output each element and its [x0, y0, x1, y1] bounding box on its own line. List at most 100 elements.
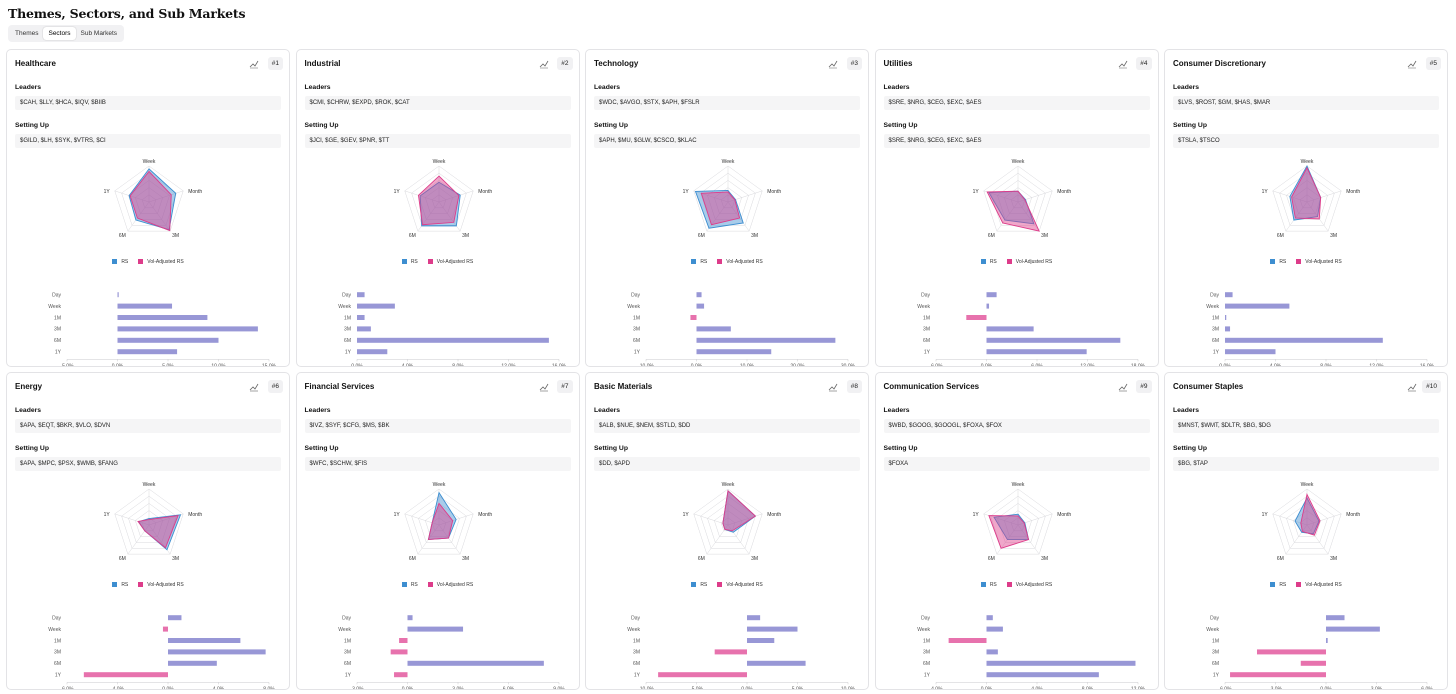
- radar-grid-ring: [417, 503, 460, 543]
- legend-vol-adjusted-rs[interactable]: Vol-Adjusted RS: [1006, 259, 1052, 265]
- bar-day[interactable]: [1326, 615, 1345, 621]
- bar-1y[interactable]: [1225, 349, 1276, 355]
- chart-legend: RS Vol-Adjusted RS: [1165, 259, 1447, 265]
- bar-day[interactable]: [168, 615, 182, 621]
- bar-1m[interactable]: [747, 638, 775, 643]
- bar-1y[interactable]: [986, 672, 1099, 678]
- bar-1y[interactable]: [356, 349, 387, 355]
- bar-1m[interactable]: [1326, 638, 1328, 643]
- tab-themes[interactable]: Themes: [15, 30, 39, 37]
- bar-1m[interactable]: [168, 638, 241, 643]
- bar-week[interactable]: [162, 626, 168, 632]
- legend-vol-adjusted-rs[interactable]: Vol-Adjusted RS: [1296, 582, 1342, 588]
- legend-rs[interactable]: RS: [401, 582, 418, 588]
- bar-day[interactable]: [747, 615, 761, 621]
- bar-1m[interactable]: [356, 315, 365, 320]
- bar-6m[interactable]: [168, 660, 217, 666]
- bar-3m[interactable]: [986, 326, 1034, 332]
- legend-vol-adjusted-rs[interactable]: Vol-Adjusted RS: [138, 582, 184, 588]
- bar-1m[interactable]: [398, 638, 407, 643]
- bar-3m[interactable]: [390, 649, 407, 655]
- bar-1m[interactable]: [117, 315, 208, 320]
- bar-day[interactable]: [407, 615, 413, 621]
- bar-1y[interactable]: [696, 349, 772, 355]
- bar-1m[interactable]: [965, 315, 986, 320]
- bar-6m[interactable]: [117, 337, 219, 343]
- bar-1m[interactable]: [948, 638, 986, 643]
- bar-6m[interactable]: [986, 337, 1120, 343]
- legend-vol-label: Vol-Adjusted RS: [1015, 582, 1053, 588]
- legend-rs[interactable]: RS: [980, 582, 997, 588]
- bar-day[interactable]: [117, 292, 119, 298]
- chart-icon[interactable]: [1116, 57, 1130, 71]
- bar-1y[interactable]: [393, 672, 407, 678]
- bar-6m[interactable]: [1225, 337, 1383, 343]
- bar-3m[interactable]: [986, 649, 998, 655]
- bar-1y[interactable]: [83, 672, 168, 678]
- bar-week[interactable]: [986, 626, 1003, 632]
- bar-3m[interactable]: [356, 326, 371, 332]
- bar-6m[interactable]: [356, 337, 549, 343]
- chart-icon[interactable]: [826, 380, 840, 394]
- bar-6m[interactable]: [407, 660, 544, 666]
- bar-week[interactable]: [356, 303, 395, 309]
- bar-3m[interactable]: [168, 649, 266, 655]
- legend-rs[interactable]: RS: [1270, 259, 1286, 265]
- radar-grid-ring: [700, 495, 756, 549]
- tab-sectors[interactable]: Sectors: [43, 27, 76, 40]
- bar-day[interactable]: [986, 292, 997, 298]
- chart-icon[interactable]: [1116, 380, 1130, 394]
- legend-vol-adjusted-rs[interactable]: Vol-Adjusted RS: [427, 259, 473, 265]
- bar-week[interactable]: [696, 303, 705, 309]
- bar-6m[interactable]: [696, 337, 836, 343]
- legend-vol-adjusted-rs[interactable]: Vol-Adjusted RS: [1296, 259, 1342, 265]
- bar-day[interactable]: [696, 292, 702, 298]
- legend-rs[interactable]: RS: [1270, 582, 1286, 588]
- chart-icon[interactable]: [1405, 57, 1419, 71]
- bar-6m[interactable]: [1300, 660, 1326, 666]
- legend-vol-adjusted-rs[interactable]: Vol-Adjusted RS: [717, 582, 763, 588]
- bar-3m[interactable]: [696, 326, 731, 332]
- bar-week[interactable]: [986, 303, 989, 309]
- legend-rs[interactable]: RS: [112, 582, 128, 588]
- bar-1m[interactable]: [1225, 315, 1227, 320]
- bar-week[interactable]: [1225, 303, 1290, 309]
- bar-week[interactable]: [1326, 626, 1380, 632]
- chart-icon[interactable]: [826, 57, 840, 71]
- chart-icon[interactable]: [537, 380, 551, 394]
- bar-day[interactable]: [1225, 292, 1233, 298]
- legend-rs[interactable]: RS: [112, 259, 128, 265]
- bar-3m[interactable]: [1225, 326, 1231, 332]
- legend-rs[interactable]: RS: [691, 582, 707, 588]
- bar-day[interactable]: [986, 615, 993, 621]
- tab-sub-markets[interactable]: Sub Markets: [80, 30, 118, 37]
- bar-1y[interactable]: [1230, 672, 1326, 678]
- bar-3m[interactable]: [714, 649, 747, 655]
- radar-axis-label: Week: [1011, 482, 1024, 488]
- bar-axis-tick-label: 0.0%: [980, 363, 992, 367]
- bar-day[interactable]: [356, 292, 365, 298]
- bar-week[interactable]: [747, 626, 798, 632]
- legend-vol-adjusted-rs[interactable]: Vol-Adjusted RS: [1006, 582, 1053, 588]
- bar-week[interactable]: [117, 303, 173, 309]
- bar-3m[interactable]: [117, 326, 258, 332]
- bar-1y[interactable]: [986, 349, 1087, 355]
- legend-vol-adjusted-rs[interactable]: Vol-Adjusted RS: [717, 259, 763, 265]
- bar-1m[interactable]: [690, 315, 697, 320]
- legend-rs[interactable]: RS: [401, 259, 418, 265]
- bar-3m[interactable]: [1256, 649, 1326, 655]
- chart-icon[interactable]: [247, 57, 261, 71]
- legend-vol-adjusted-rs[interactable]: Vol-Adjusted RS: [138, 259, 184, 265]
- bar-1y[interactable]: [658, 672, 747, 678]
- bar-6m[interactable]: [986, 660, 1135, 666]
- legend-rs[interactable]: RS: [980, 259, 997, 265]
- legend-vol-adjusted-rs[interactable]: Vol-Adjusted RS: [427, 582, 473, 588]
- bar-6m[interactable]: [747, 660, 806, 666]
- bar-1y[interactable]: [117, 349, 178, 355]
- rank-badge: #9: [1136, 380, 1152, 393]
- chart-icon[interactable]: [247, 380, 261, 394]
- chart-icon[interactable]: [537, 57, 551, 71]
- bar-week[interactable]: [407, 626, 463, 632]
- chart-icon[interactable]: [1405, 380, 1419, 394]
- legend-rs[interactable]: RS: [691, 259, 707, 265]
